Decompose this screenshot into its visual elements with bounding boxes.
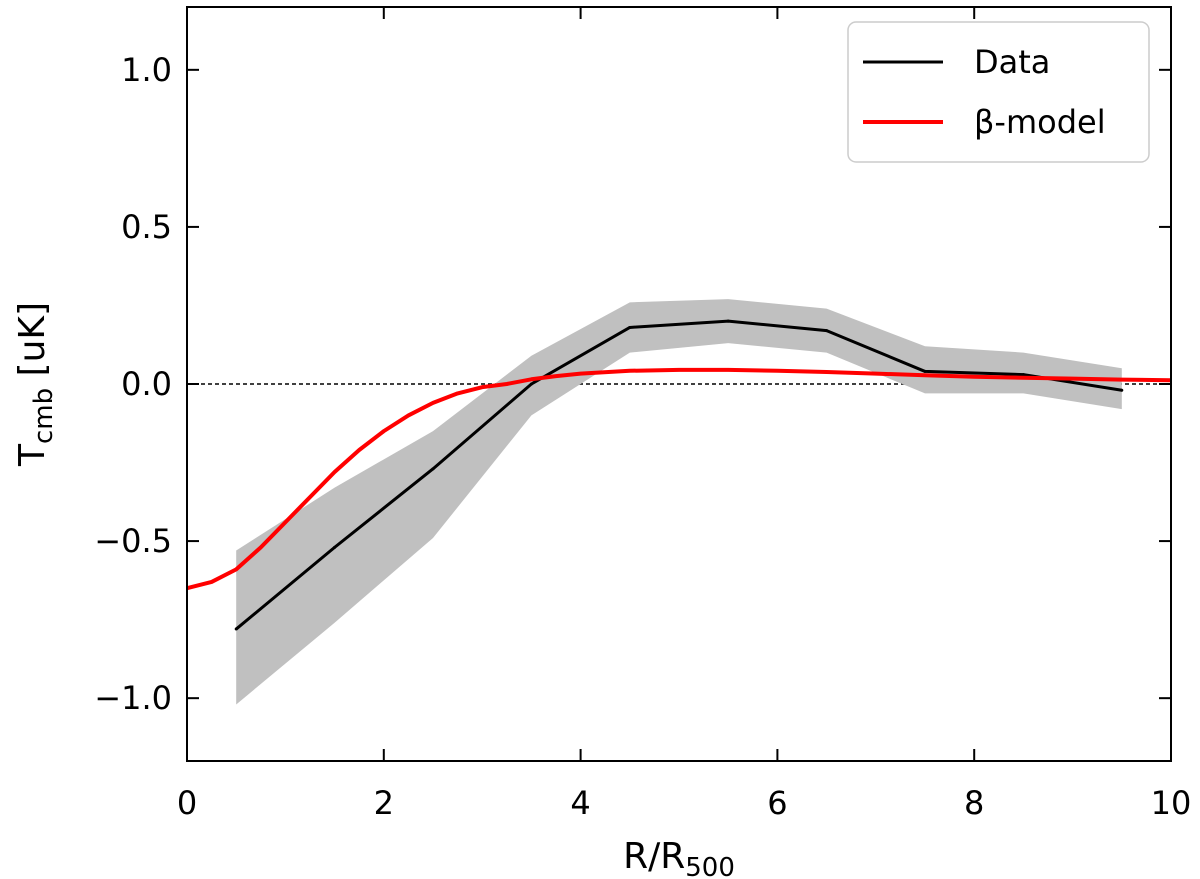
legend: Data β-model <box>847 21 1150 163</box>
legend-label-beta-model: β-model <box>974 103 1106 141</box>
data-point <box>726 319 730 323</box>
x-tick-label: 4 <box>570 784 590 822</box>
data-uncertainty-band <box>236 299 1122 705</box>
legend-box <box>847 21 1150 163</box>
x-axis-label: R/R500 <box>623 836 735 879</box>
x-tick-label: 0 <box>177 784 197 822</box>
x-axis-label-subscript: 500 <box>685 853 735 879</box>
data-point <box>529 382 533 386</box>
y-axis-label: Tcmb [uK] <box>12 302 59 467</box>
data-point <box>234 627 238 631</box>
data-point <box>825 329 829 333</box>
data-point <box>1120 388 1124 392</box>
y-tick-label: −1.0 <box>94 679 172 717</box>
y-tick-label: −0.5 <box>94 522 172 560</box>
beta-model-line <box>187 367 1171 591</box>
data-point <box>431 467 435 471</box>
y-tick-label: 1.0 <box>121 51 172 89</box>
data-line <box>235 319 1123 631</box>
legend-label-data: Data <box>974 43 1050 81</box>
y-tick-label: 0.0 <box>121 365 172 403</box>
y-axis-label-subscript: cmb <box>29 388 59 444</box>
plot-frame <box>186 6 1172 762</box>
y-tick-label: 0.5 <box>121 208 172 246</box>
data-point <box>628 325 632 329</box>
x-tick-label: 6 <box>767 784 787 822</box>
data-point <box>333 545 337 549</box>
data-point <box>923 369 927 373</box>
x-tick-label: 10 <box>1151 784 1192 822</box>
y-axis-label-unit: [uK] <box>12 302 53 377</box>
x-tick-label: 2 <box>374 784 394 822</box>
data-point <box>1021 373 1025 377</box>
x-tick-label: 8 <box>964 784 984 822</box>
